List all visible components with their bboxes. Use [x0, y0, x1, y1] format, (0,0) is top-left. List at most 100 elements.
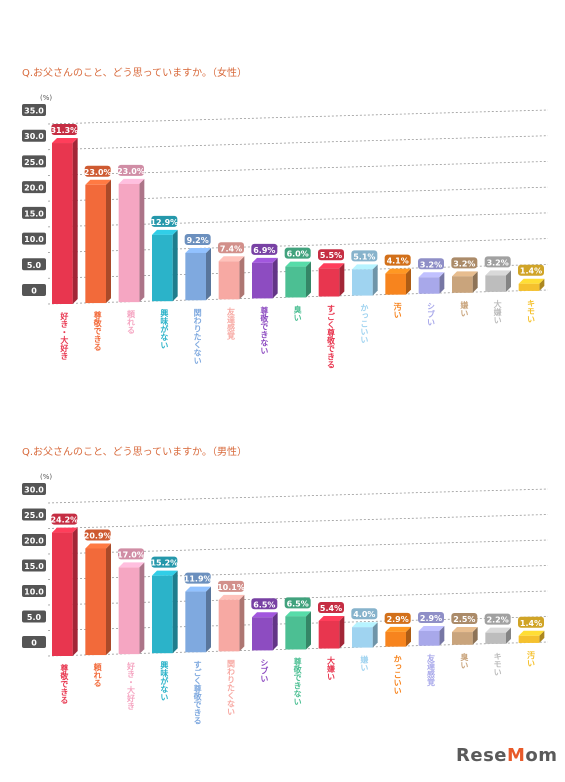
female-chart-panel: Q.お父さんのこと、どう思っていますか。（女性） (%) 35.0 30.0 25.0… [22, 68, 549, 369]
y-tick-badge [22, 636, 46, 648]
bar-top [518, 630, 545, 636]
value-label-badge [151, 215, 178, 227]
bar [185, 591, 206, 653]
x-tick-label: すごく尊敬できる [192, 660, 202, 724]
bar-side [106, 543, 111, 656]
value-label: 23.0% [117, 167, 145, 176]
bar [385, 273, 406, 295]
female-chart: (%) 35.0 30.0 25.0 20.0 15.0 10.0 5.0 0 31.3% 好き・大… [22, 94, 549, 369]
bar-top [85, 543, 111, 549]
bar [152, 575, 173, 654]
bar-top [485, 627, 511, 633]
bar-top [318, 615, 345, 621]
y-tick-badge [22, 232, 46, 245]
value-label: 10.1% [217, 583, 245, 592]
value-label: 3.2% [420, 260, 442, 269]
value-label: 23.0% [84, 168, 112, 177]
value-label-badge [251, 598, 278, 610]
x-tick-label: 好き・大好き [127, 661, 136, 710]
value-label: 5.4% [320, 604, 342, 613]
value-label: 5.1% [353, 252, 375, 261]
value-label: 3.2% [453, 259, 475, 268]
value-label-badge [351, 250, 378, 262]
x-tick-label: 汚い [393, 302, 402, 319]
value-label: 2.9% [387, 615, 409, 624]
bar-side [306, 611, 311, 650]
x-tick-label: 大嫌い [327, 656, 336, 681]
bar-top [285, 261, 311, 267]
value-label: 1.4% [520, 267, 542, 276]
y-tick-badge [22, 181, 46, 194]
bar-top [485, 270, 511, 276]
x-tick-label: 友達感覚 [227, 306, 236, 340]
bar [252, 262, 273, 299]
x-tick-label: 頼れる [92, 662, 102, 687]
value-label-badge [384, 254, 411, 266]
value-label: 7.4% [220, 244, 242, 253]
bar-top [285, 611, 311, 617]
value-label: 20.9% [84, 531, 112, 540]
bar-top [418, 625, 445, 631]
gridline [47, 514, 549, 529]
value-label-badge [284, 247, 311, 259]
x-tick-label: 尊敬できる [92, 310, 102, 351]
bar [218, 261, 240, 300]
value-label-badge [218, 580, 244, 592]
bar-side [372, 264, 378, 296]
x-tick-label: 大嫌い [493, 299, 502, 324]
chart-title: Q.お父さんのこと、どう思っていますか。（男性） [22, 447, 247, 458]
value-label: 5.5% [320, 251, 342, 260]
value-label-badge [284, 597, 311, 609]
bar-side [339, 615, 345, 649]
value-label-badge [451, 613, 478, 625]
bar-top [252, 612, 278, 618]
bar [318, 620, 340, 649]
gridline [47, 539, 549, 555]
x-tick-label: 関わりたくない [193, 307, 202, 364]
gridline [47, 186, 549, 202]
bar-top [52, 527, 78, 533]
value-label-badge [318, 601, 344, 613]
bar-top [385, 268, 411, 274]
bar-top [252, 257, 278, 263]
bar-top [185, 247, 211, 253]
y-tick-badge [22, 284, 46, 296]
x-tick-label: 頼れる [126, 309, 136, 334]
value-label-badge [118, 164, 144, 176]
bar-side [306, 261, 311, 298]
bar [185, 252, 206, 301]
y-tick-badge [22, 104, 46, 116]
x-tick-label: 興味がない [160, 660, 169, 701]
y-tick-badge [22, 483, 46, 495]
bar [418, 277, 440, 294]
bar-side [506, 627, 511, 644]
gridline [47, 590, 549, 606]
y-tick-label: 25.0 [24, 158, 44, 167]
bar-top [318, 263, 345, 269]
value-label-badge [351, 608, 378, 620]
y-tick-label: 0 [31, 287, 37, 296]
bar-side [72, 138, 78, 304]
bar-side [539, 278, 545, 291]
bar-side [206, 247, 211, 301]
value-label-badge [84, 165, 111, 177]
y-axis-unit: (%) [40, 473, 52, 481]
value-label: 3.2% [487, 258, 509, 267]
x-tick-label: シブい [427, 302, 436, 326]
resemom-logo: ReseMom [456, 745, 558, 766]
bar [418, 630, 440, 646]
bar-top [418, 272, 445, 278]
bar-side [472, 271, 478, 293]
x-tick-label: 嫌い [460, 300, 469, 317]
value-label: 31.3% [50, 126, 78, 135]
value-label: 6.9% [253, 246, 275, 255]
x-tick-label: 関わりたくない [227, 658, 236, 715]
value-label: 2.9% [420, 614, 442, 623]
bar-top [185, 586, 211, 592]
bar-side [272, 612, 278, 651]
bar [52, 532, 73, 656]
bar-top [452, 271, 478, 277]
gridline [47, 135, 549, 151]
